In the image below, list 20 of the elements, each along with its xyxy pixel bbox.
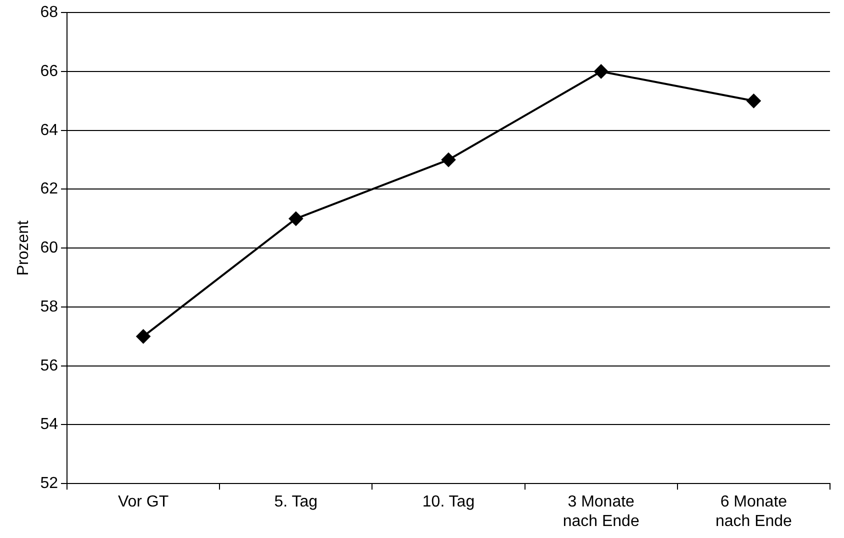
x-tick-label: 3 Monate nach Ende	[562, 494, 640, 530]
x-tick-label: 5. Tag	[274, 494, 318, 511]
y-tick-label: 56	[40, 357, 58, 374]
y-tick-label: 64	[40, 122, 58, 139]
point	[288, 212, 303, 226]
y-tick-label: 52	[40, 475, 58, 492]
point	[442, 152, 456, 167]
point	[594, 64, 608, 78]
point	[136, 329, 150, 344]
y-axis-title: Prozent	[15, 220, 32, 276]
y-tick-label: 60	[40, 240, 58, 257]
y-tick-label: 54	[40, 416, 58, 434]
y-tick-label: 58	[40, 298, 58, 316]
y-tick-label: 68	[40, 4, 58, 22]
y-tick-label: 66	[40, 62, 58, 80]
x-tick-label: Vor GT	[118, 494, 169, 511]
y-tick-label: 62	[40, 180, 58, 198]
point	[746, 94, 761, 108]
x-tick-label: 10. Tag	[422, 494, 475, 511]
x-tick-label: 6 Monate nach Ende	[715, 494, 792, 530]
